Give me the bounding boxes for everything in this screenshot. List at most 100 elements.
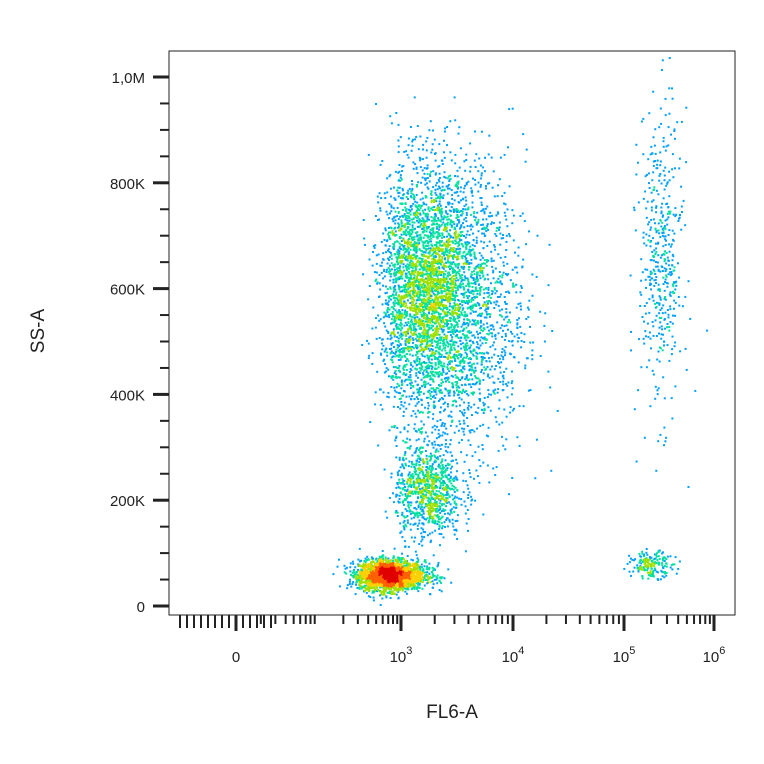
scatter-point [450,159,453,162]
scatter-point [412,559,414,562]
scatter-point [399,563,402,566]
scatter-point [409,362,412,364]
scatter-point [387,330,390,333]
scatter-point [426,289,429,292]
scatter-point [364,578,367,581]
scatter-point [375,570,377,573]
scatter-point [392,294,395,297]
scatter-point [394,210,397,213]
scatter-point [399,229,402,232]
scatter-point [413,274,416,277]
scatter-point [411,278,414,281]
scatter-point [431,298,434,301]
scatter-point [413,253,416,256]
scatter-point [367,357,370,360]
scatter-point [396,582,399,585]
scatter-point [390,588,393,591]
scatter-point [411,297,414,300]
scatter-point [421,274,423,277]
scatter-point [438,197,441,200]
scatter-point [378,586,381,589]
scatter-point [413,569,416,572]
scatter-point [394,560,397,562]
scatter-point [379,403,382,406]
scatter-point [403,247,406,250]
scatter-point [396,336,399,339]
scatter-point [457,385,459,388]
scatter-point [457,306,460,309]
scatter-point [389,287,392,290]
scatter-point [449,349,452,352]
scatter-point [399,296,402,299]
scatter-point [457,279,460,282]
scatter-point [412,284,415,287]
scatter-point [414,367,417,370]
scatter-point [405,331,408,334]
scatter-point [401,571,404,574]
scatter-point [445,286,448,289]
scatter-point [403,324,406,327]
scatter-point [414,249,416,252]
scatter-point [438,317,441,320]
scatter-point [424,277,427,280]
scatter-point [457,187,459,190]
scatter-point [358,565,361,567]
scatter-point [385,587,388,590]
scatter-point [421,385,423,388]
scatter-point [417,243,420,246]
scatter-point [410,274,413,277]
scatter-point [393,346,395,348]
scatter-point [409,294,412,297]
scatter-point [415,321,418,324]
scatter-point [401,271,404,274]
scatter-point [422,228,425,231]
scatter-point [448,391,451,394]
scatter-point [402,577,405,580]
scatter-point [398,345,400,347]
scatter-point [403,311,406,314]
scatter-point [367,342,370,345]
scatter-point [412,582,415,585]
scatter-point [439,220,442,223]
scatter-point [397,359,400,361]
scatter-point [416,384,419,387]
scatter-point [410,271,413,273]
scatter-point [434,188,437,191]
scatter-point [394,586,397,589]
scatter-point [433,567,436,570]
scatter-point [423,380,426,383]
scatter-point [414,380,417,383]
scatter-point [373,587,376,590]
scatter-point [422,569,425,572]
scatter-point [438,165,441,168]
scatter-point [384,590,387,593]
scatter-point [418,565,421,568]
scatter-point [449,214,452,217]
scatter-point [402,373,405,375]
scatter-point [446,235,448,238]
scatter-point [371,586,374,589]
scatter-point [419,280,422,283]
scatter-point [440,336,443,339]
scatter-point [426,216,429,218]
scatter-point [381,577,384,580]
scatter-point [372,561,375,564]
scatter-point [406,437,409,440]
scatter-point [409,577,412,580]
scatter-point [389,237,392,240]
scatter-point [432,583,435,586]
scatter-point [400,401,403,403]
scatter-point [415,211,418,214]
scatter-point [458,319,460,322]
scatter-point [400,303,403,306]
scatter-point [398,164,401,166]
scatter-point [392,572,395,574]
scatter-point [375,337,378,340]
scatter-point [437,299,440,302]
scatter-point [441,248,444,251]
scatter-point [455,329,458,332]
scatter-point [424,305,426,308]
scatter-point [410,349,413,352]
scatter-point [421,347,424,350]
scatter-point [431,351,434,354]
